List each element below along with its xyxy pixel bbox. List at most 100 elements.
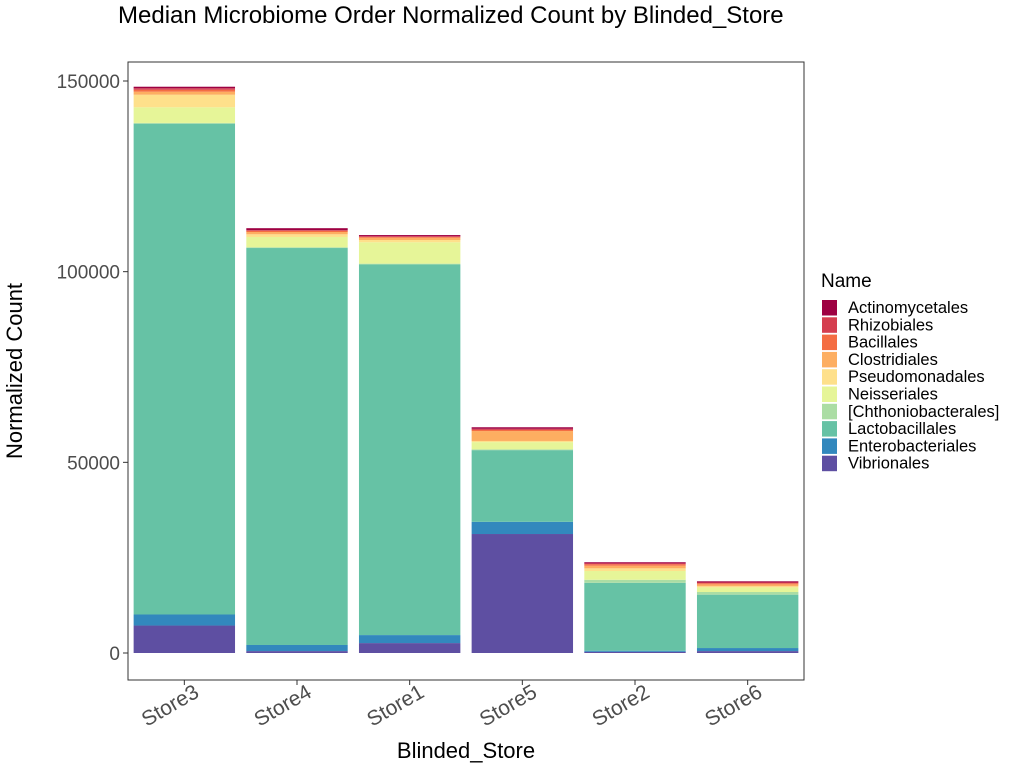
bar-store5-chthoniobacterales — [471, 449, 574, 451]
bar-store5-lactobacillales — [471, 450, 574, 522]
bar-store3-enterobacteriales — [133, 614, 236, 626]
bar-store4-lactobacillales — [246, 248, 348, 645]
bar-store4-enterobacteriales — [246, 644, 348, 652]
x-tick-label: Store6 — [701, 680, 766, 731]
bar-store6-enterobacteriales — [696, 648, 799, 652]
bar-store2-lactobacillales — [584, 582, 686, 651]
bar-store3-vibrionales — [133, 625, 236, 653]
x-axis-title: Blinded_Store — [397, 738, 535, 763]
bar-store5-bacillales — [471, 429, 574, 432]
bar-store1-clostridiales — [358, 237, 461, 241]
bar-store6-clostridiales — [696, 584, 799, 587]
legend-label: [Chthoniobacterales] — [848, 403, 999, 421]
legend-label: Rhizobiales — [848, 316, 933, 334]
y-tick-label: 150000 — [57, 72, 120, 93]
x-axis: Store3 Store4 Store1 Store5 Store2 Store6 — [138, 680, 766, 731]
legend-label: Clostridiales — [848, 351, 938, 369]
legend-swatch-rhizobiales — [822, 317, 837, 333]
bar-store1-bacillales — [358, 236, 461, 238]
bar-store1-chthoniobacterales — [358, 263, 461, 265]
bar-store4-rhizobiales — [246, 230, 348, 231]
bar-store6-pseudomonadales — [696, 586, 799, 588]
bar-store5-enterobacteriales — [471, 521, 574, 535]
bar-store2-bacillales — [584, 564, 686, 566]
bar-store1-vibrionales — [358, 643, 461, 653]
bar-store3-clostridiales — [133, 91, 236, 95]
bar-store1-enterobacteriales — [358, 635, 461, 644]
chart-title: Median Microbiome Order Normalized Count… — [118, 2, 784, 29]
bar-store6-bacillales — [696, 583, 799, 585]
legend-label: Actinomycetales — [848, 299, 968, 317]
bar-store6-vibrionales — [696, 651, 799, 653]
bar-store2-vibrionales — [584, 651, 686, 653]
bar-store5-neisseriales — [471, 442, 574, 450]
bar-store3-lactobacillales — [133, 123, 236, 615]
bar-store4-neisseriales — [246, 236, 348, 248]
bar-store5-actinomycetales — [471, 427, 574, 429]
bar-store2-pseudomonadales — [584, 568, 686, 572]
bar-store5-rhizobiales — [471, 428, 574, 430]
x-tick-label: Store2 — [588, 680, 653, 731]
y-tick-label: 50000 — [67, 453, 120, 474]
bar-store4-actinomycetales — [246, 228, 348, 231]
legend-swatch-vibrionales — [822, 455, 837, 472]
bar-store4-pseudomonadales — [246, 234, 348, 237]
bar-store1-pseudomonadales — [358, 240, 461, 243]
y-tick-label: 100000 — [57, 263, 120, 284]
bar-store6-chthoniobacterales — [696, 591, 799, 595]
bar-store3-chthoniobacterales — [133, 122, 236, 124]
bar-store5-vibrionales — [471, 534, 574, 653]
legend-swatch-actinomycetales — [822, 300, 837, 316]
bar-store3-rhizobiales — [133, 88, 236, 90]
plot-panel — [127, 61, 805, 681]
bar-store4-chthoniobacterales — [246, 247, 348, 249]
bar-store6-rhizobiales — [696, 582, 799, 584]
legend-swatch-bacillales — [822, 334, 837, 351]
y-axis: 0 50000 100000 150000 — [57, 72, 128, 665]
legend-swatch-clostridiales — [822, 351, 837, 368]
legend: Name ActinomycetalesRhizobialesBacillale… — [821, 271, 999, 473]
bar-store1-rhizobiales — [358, 236, 461, 237]
bar-store3-pseudomonadales — [133, 94, 236, 108]
bar-store2-actinomycetales — [584, 562, 686, 564]
legend-swatch-neisseriales — [822, 386, 837, 402]
bar-store6-neisseriales — [696, 587, 799, 592]
legend-title: Name — [821, 271, 872, 292]
bar-store3-bacillales — [133, 89, 236, 92]
bar-store2-rhizobiales — [584, 563, 686, 565]
bar-store5-pseudomonadales — [471, 440, 574, 443]
bar-store2-clostridiales — [584, 565, 686, 569]
bar-store6-lactobacillales — [696, 594, 799, 649]
bar-store1-lactobacillales — [358, 264, 461, 636]
legend-label: Bacillales — [848, 334, 918, 352]
y-tick-label: 0 — [109, 644, 120, 665]
x-tick-label: Store4 — [250, 680, 315, 731]
bar-store6-actinomycetales — [696, 581, 799, 583]
bar-store5-clostridiales — [471, 431, 574, 441]
bar-store1-neisseriales — [358, 242, 461, 264]
legend-label: Enterobacteriales — [848, 437, 976, 455]
bar-store3-actinomycetales — [133, 86, 236, 89]
legend-label: Lactobacillales — [848, 420, 956, 438]
bar-store2-enterobacteriales — [584, 650, 686, 652]
bars — [133, 86, 799, 653]
bar-store4-bacillales — [246, 230, 348, 232]
bar-store2-neisseriales — [584, 571, 686, 580]
bar-store3-neisseriales — [133, 107, 236, 123]
legend-label: Neisseriales — [848, 386, 938, 404]
bar-store1-actinomycetales — [358, 235, 461, 237]
legend-label: Pseudomonadales — [848, 368, 985, 386]
x-tick-label: Store5 — [476, 680, 541, 731]
legend-swatch-chthoniobacterales — [822, 403, 837, 420]
x-tick-label: Store1 — [363, 680, 428, 731]
bar-store2-chthoniobacterales — [584, 579, 686, 583]
bar-store4-clostridiales — [246, 232, 348, 235]
legend-label: Vibrionales — [848, 455, 929, 473]
legend-swatch-pseudomonadales — [822, 369, 837, 385]
legend-swatch-enterobacteriales — [822, 438, 837, 454]
legend-swatch-lactobacillales — [822, 421, 837, 437]
x-tick-label: Store3 — [138, 680, 203, 731]
bar-store4-vibrionales — [246, 651, 348, 653]
y-axis-title: Normalized Count — [2, 283, 27, 459]
